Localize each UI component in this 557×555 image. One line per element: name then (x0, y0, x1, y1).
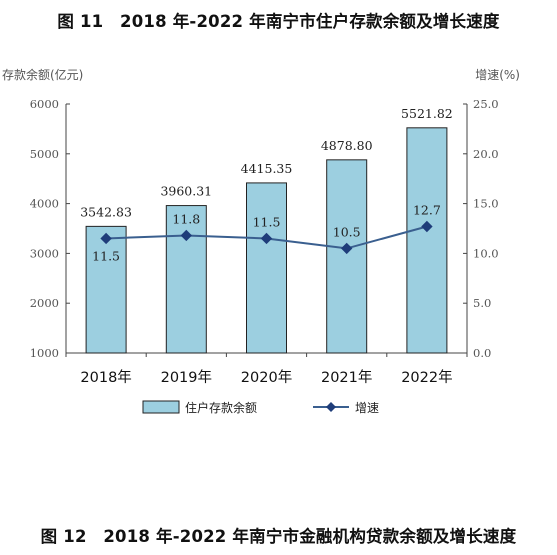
bar-value-label: 5521.82 (401, 106, 453, 121)
figure-12-title: 图 12 2018 年-2022 年南宁市金融机构贷款余额及增长速度 (40, 527, 517, 546)
bar-series (85, 127, 448, 354)
y-axis-left-title: 存款余额(亿元) (2, 67, 83, 82)
growth-value-label: 11.5 (92, 248, 120, 263)
y-tick-label-right: 5.0 (473, 296, 491, 310)
y-tick-label-left: 6000 (30, 97, 59, 111)
growth-line-series (100, 220, 433, 255)
chart-axes: 1000 2000 3000 4000 5000 6000 0.0 5.0 10.0 15.0 20… (2, 67, 520, 386)
bar-value-label: 3960.31 (160, 184, 212, 199)
growth-value-label: 11.8 (172, 211, 200, 226)
x-tick-label: 2021年 (321, 369, 372, 386)
bar-value-label: 3542.83 (80, 204, 132, 219)
growth-marker (421, 220, 433, 233)
bar (326, 159, 368, 354)
y-tick-label-left: 4000 (30, 197, 59, 211)
growth-marker (180, 229, 193, 242)
y-tick-label-left: 1000 (30, 346, 59, 360)
y-tick-label-right: 25.0 (473, 97, 499, 111)
growth-marker (340, 242, 353, 255)
bar-value-label: 4878.80 (321, 138, 373, 153)
bar (246, 182, 287, 354)
y-tick-label-left: 3000 (30, 246, 59, 260)
y-tick-label-right: 20.0 (473, 147, 499, 161)
y-tick-label-right: 0.0 (473, 346, 491, 360)
y-tick-label-right: 10.0 (473, 246, 499, 260)
bar (85, 225, 127, 354)
growth-marker (260, 232, 273, 245)
bar (406, 127, 448, 354)
y-axis-right-title: 增速(%) (475, 68, 520, 82)
legend-line-marker (326, 402, 336, 412)
figure-11-title: 图 11 2018 年-2022 年南宁市住户存款余额及增长速度 (57, 12, 500, 31)
bar (165, 205, 207, 354)
legend-bar-swatch (142, 400, 180, 414)
y-tick-label-left: 2000 (30, 296, 59, 310)
x-tick-label: 2020年 (241, 369, 292, 386)
growth-value-label: 11.5 (253, 214, 281, 229)
x-tick-label: 2018年 (80, 369, 131, 386)
x-tick-label: 2022年 (401, 369, 452, 386)
growth-value-label: 12.7 (413, 203, 441, 218)
x-tick-label: 2019年 (161, 369, 212, 386)
y-tick-label-left: 5000 (30, 147, 59, 161)
y-tick-label-right: 15.0 (473, 197, 499, 211)
growth-value-label: 10.5 (333, 224, 361, 239)
bar-value-label: 4415.35 (241, 161, 293, 176)
legend-bar-label: 住户存款余额 (185, 400, 257, 415)
growth-marker (100, 232, 112, 245)
data-labels: 3542.83 3960.31 4415.35 4878.80 5521.82 11.5 1… (80, 106, 453, 264)
legend: 住户存款余额 增速 (142, 400, 379, 415)
legend-line-label: 增速 (355, 401, 379, 415)
